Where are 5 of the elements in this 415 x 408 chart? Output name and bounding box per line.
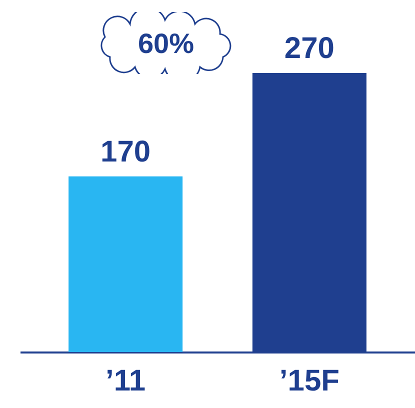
x-tick-label: ’15F	[279, 364, 340, 398]
text: 60%	[138, 28, 194, 59]
data-label: 170	[100, 135, 151, 168]
data-label: 270	[284, 32, 334, 65]
x-tick-label: ’11	[106, 364, 146, 398]
